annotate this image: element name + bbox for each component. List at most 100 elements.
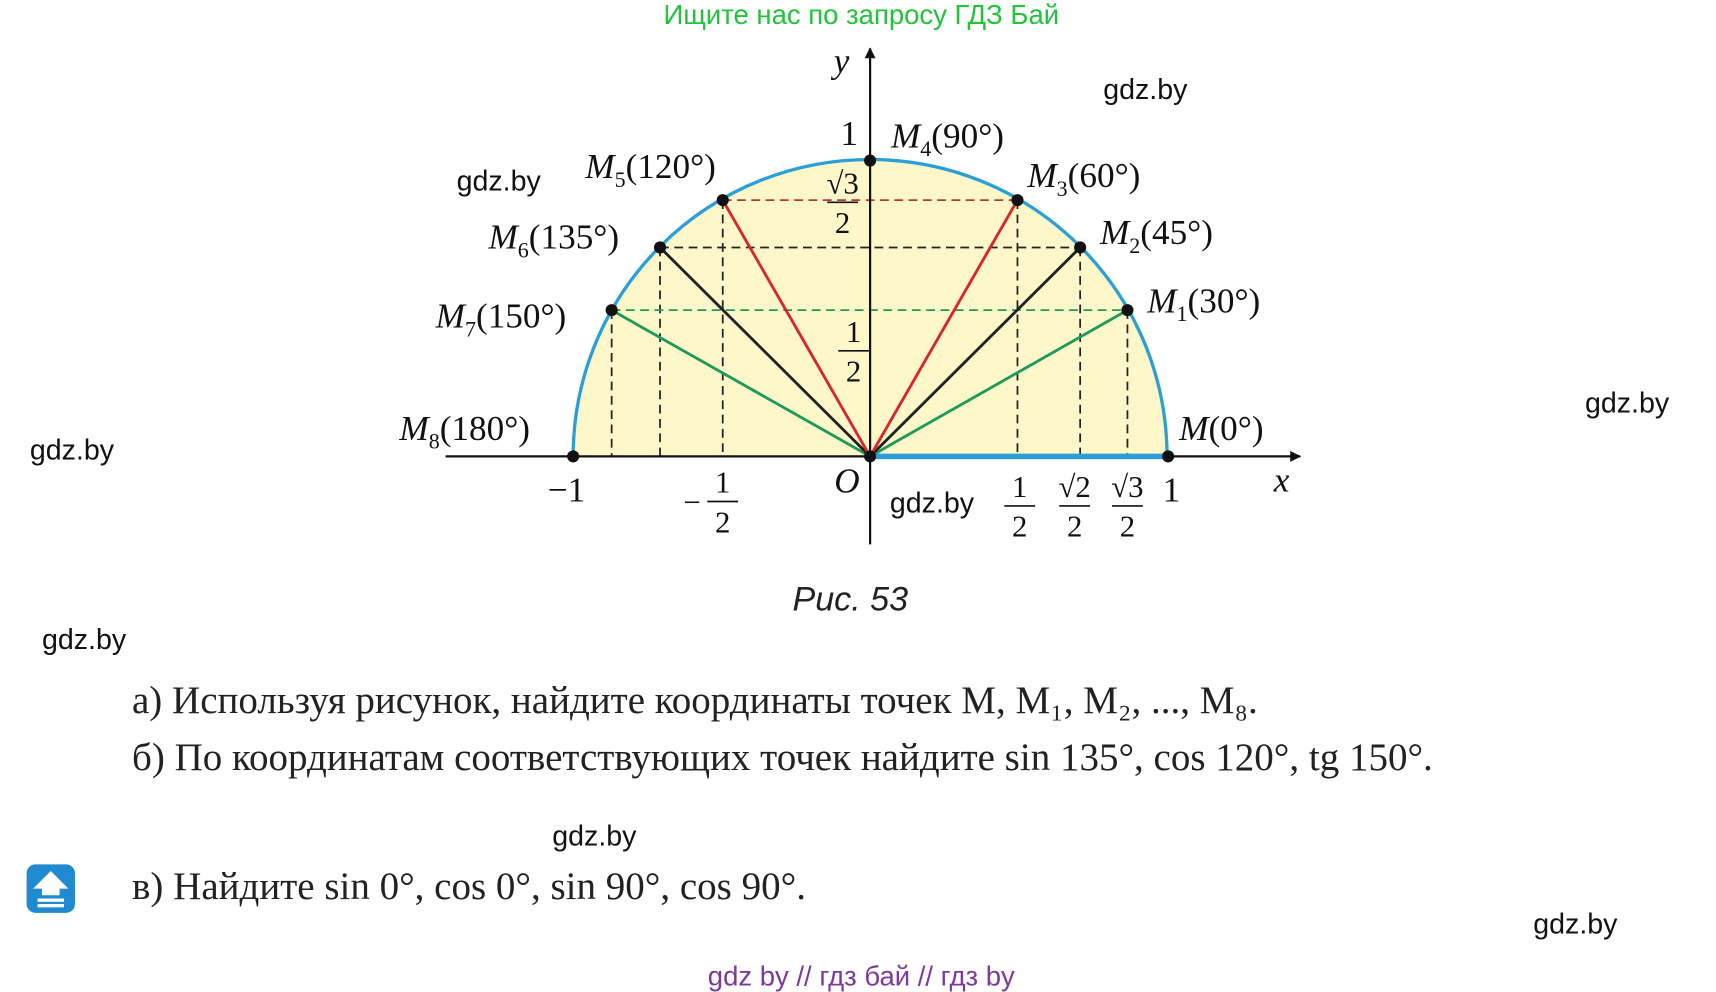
label-part: 5 [615, 167, 626, 192]
point [864, 450, 877, 463]
fraction: 12 [1004, 470, 1036, 544]
fraction: 1 2− [683, 466, 739, 539]
watermark: gdz.by [552, 821, 637, 853]
point [1011, 194, 1024, 207]
fraction: 12 [838, 315, 869, 389]
point-label: M8(180°) [398, 409, 530, 454]
label-part: (135°) [529, 218, 619, 257]
fraction-num: 1 [1012, 470, 1027, 504]
point [716, 194, 729, 207]
fraction-den: 2 [835, 206, 850, 240]
label-part: M [398, 409, 430, 448]
x-tick-label: 1 [1163, 470, 1181, 509]
fraction-den: 2 [1067, 510, 1082, 544]
fraction-num: √3 [1111, 470, 1143, 504]
home-icon[interactable] [26, 864, 75, 913]
point [1162, 450, 1175, 463]
point [1121, 304, 1134, 317]
label-part: (180°) [440, 409, 530, 448]
label-part: 7 [465, 317, 476, 342]
y-axis-label: y [831, 42, 850, 81]
labels: M(0°)M1(30°)M2(45°)M3(60°)M4(90°)M5(120°… [398, 116, 1263, 543]
caption: Рис. 53 [793, 580, 909, 618]
point-label: M3(60°) [1026, 156, 1140, 201]
label-part: (150°) [476, 297, 566, 336]
radii [610, 199, 1129, 458]
fraction-num: √3 [826, 167, 858, 201]
fraction-sign: − [683, 485, 700, 519]
point [653, 241, 667, 254]
point-label: M1(30°) [1146, 281, 1260, 326]
point [567, 450, 580, 463]
point-label: M7(150°) [435, 297, 567, 342]
radius [868, 199, 1019, 458]
icon-bar [37, 904, 64, 908]
point-label: M5(120°) [584, 147, 716, 192]
y-tick-label: 1 [840, 114, 858, 153]
fraction-den: 2 [846, 355, 861, 389]
point-label: M4(90°) [890, 116, 1004, 161]
label-part: M [435, 297, 467, 336]
label-part: M [1178, 409, 1210, 448]
fraction: √32 [826, 167, 858, 241]
fraction-den: 2 [715, 505, 730, 539]
point [605, 304, 618, 317]
watermark: gdz.by [42, 624, 127, 656]
label-part: M [1099, 213, 1131, 252]
search-hint: Ищите нас по запросу ГДЗ Бай [663, 0, 1059, 30]
label-part: 3 [1057, 176, 1068, 201]
icon-bar [37, 898, 64, 902]
points [567, 154, 1175, 463]
radius [610, 308, 871, 458]
fraction-num: 1 [846, 315, 861, 349]
point-label: M(0°) [1178, 409, 1263, 448]
watermark: gdz.by [1585, 387, 1670, 419]
fraction-num: √2 [1059, 470, 1091, 504]
watermark: gdz.by [890, 487, 975, 519]
label-part: (90°) [931, 116, 1004, 155]
label-part: (60°) [1068, 156, 1141, 195]
label-part: (45°) [1140, 213, 1213, 252]
label-part: 1 [1177, 301, 1188, 326]
task: а) Используя рисунок, найдите координаты… [132, 679, 1258, 722]
fraction-num: 1 [715, 466, 730, 500]
label-part: 2 [1129, 233, 1140, 258]
radius [659, 246, 872, 458]
point-label: M2(45°) [1099, 213, 1213, 258]
watermark: gdz.by [1103, 74, 1188, 106]
x-axis-label: x [1273, 461, 1290, 500]
label-part: 6 [518, 237, 529, 262]
origin-label: O [834, 462, 859, 501]
radius [869, 246, 1082, 458]
point [864, 154, 877, 167]
label-part: M [584, 147, 616, 186]
fraction: √32 [1111, 470, 1143, 544]
fraction-den: 2 [1120, 510, 1135, 544]
footer: gdz by // гдз бай // гдз by [708, 960, 1015, 991]
watermark: gdz.by [30, 435, 115, 467]
label-part: M [890, 116, 922, 155]
point-label: M6(135°) [487, 218, 619, 263]
task: б) По координатам соответствующих точек … [132, 736, 1433, 779]
label-part: 8 [429, 429, 440, 454]
point [1074, 241, 1087, 254]
x-tick-label: −1 [548, 470, 585, 509]
label-part: M [1026, 156, 1058, 195]
icon-arrow [33, 871, 69, 896]
label-part: M [1146, 281, 1178, 320]
task: в) Найдите sin 0°, cos 0°, sin 90°, cos … [132, 865, 806, 908]
label-part: (0°) [1208, 409, 1263, 448]
fraction: √22 [1059, 470, 1091, 544]
radius [869, 308, 1129, 458]
label-part: M [487, 218, 519, 257]
label-part: (30°) [1188, 281, 1261, 320]
radius [721, 199, 872, 458]
watermark: gdz.by [1533, 909, 1618, 941]
watermark: gdz.by [457, 165, 542, 197]
dashed-verticals [610, 200, 1129, 457]
fraction-den: 2 [1012, 510, 1027, 544]
